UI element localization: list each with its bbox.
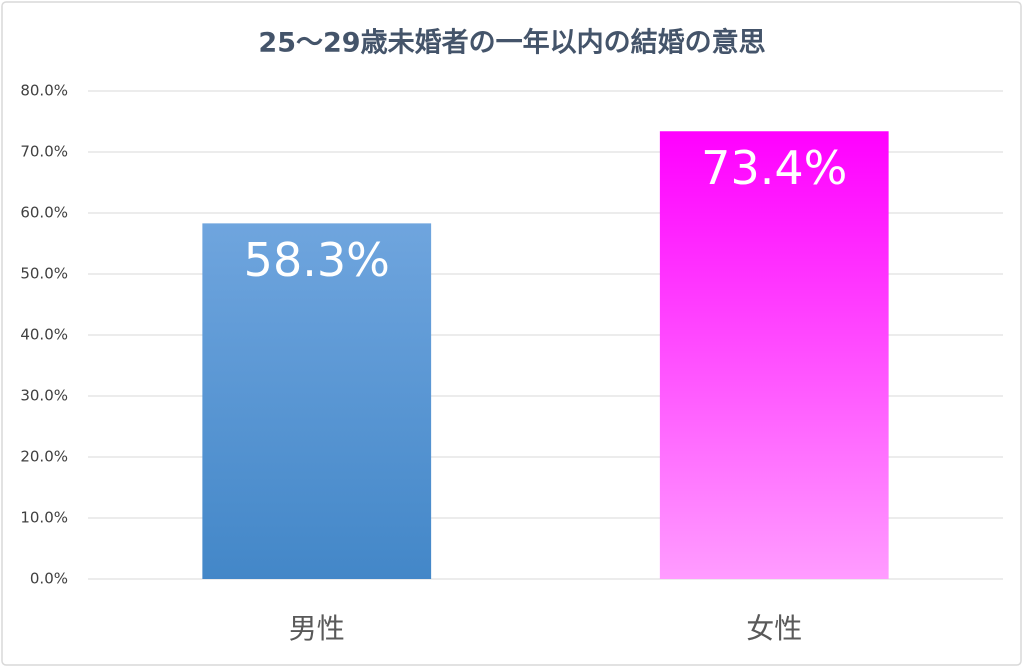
y-tick-label: 20.0%	[20, 448, 68, 466]
x-tick-label: 男性	[289, 612, 345, 645]
y-tick-label: 80.0%	[20, 82, 68, 100]
chart-title: 25～29歳未婚者の一年以内の結婚の意思	[258, 27, 765, 59]
y-tick-label: 10.0%	[20, 509, 68, 527]
y-tick-label: 50.0%	[20, 265, 68, 283]
y-tick-label: 60.0%	[20, 204, 68, 222]
bar	[659, 131, 889, 579]
y-tick-label: 40.0%	[20, 326, 68, 344]
x-tick-label: 女性	[746, 612, 802, 645]
bar	[202, 223, 432, 579]
y-tick-label: 0.0%	[30, 570, 68, 588]
data-label: 73.4%	[701, 141, 847, 195]
y-tick-label: 30.0%	[20, 387, 68, 405]
y-tick-label: 70.0%	[20, 143, 68, 161]
data-label: 58.3%	[244, 233, 390, 287]
